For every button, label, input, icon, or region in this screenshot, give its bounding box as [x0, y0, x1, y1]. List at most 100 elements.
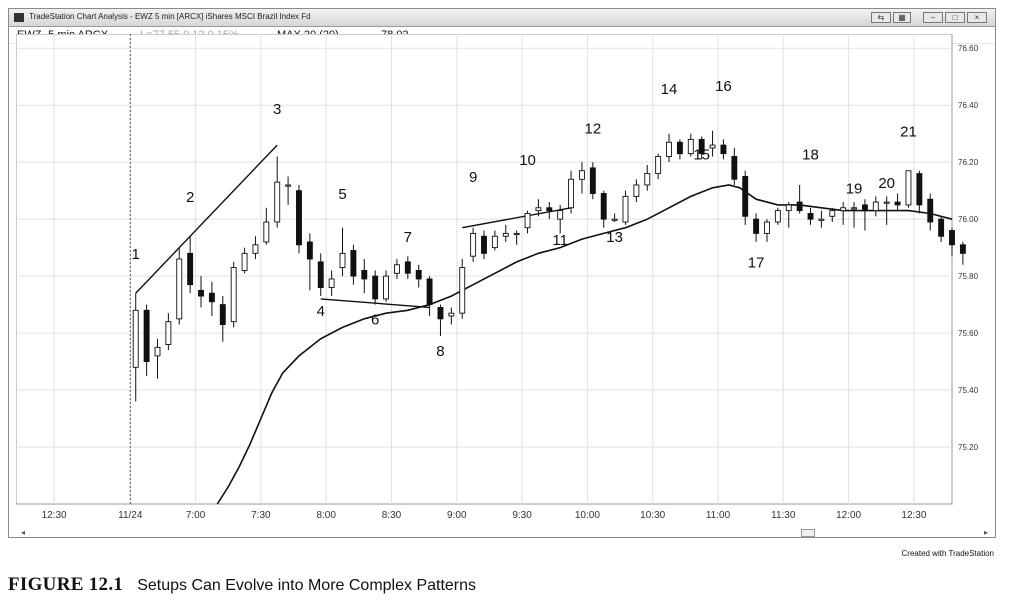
bar-count-label: 15	[693, 146, 710, 163]
candle-body-up	[840, 207, 847, 212]
candle-body-up	[513, 232, 520, 236]
candle-body-up	[176, 258, 183, 320]
bar-count-label: 2	[186, 189, 194, 206]
bar-count-label: 3	[273, 101, 281, 118]
candle-body-up	[535, 207, 542, 212]
candle-body-up	[883, 201, 890, 204]
bar-count-label: 18	[802, 146, 819, 163]
candle-body-down	[350, 250, 357, 277]
bar-count-label: 4	[317, 303, 325, 320]
close-button[interactable]: ×	[967, 12, 987, 23]
bar-count-label: 6	[371, 312, 379, 329]
candle-body-down	[481, 235, 487, 254]
candle-body-down	[916, 173, 923, 206]
candle-body-down	[676, 141, 683, 155]
y-tick-label: 75.60	[958, 329, 979, 338]
candle-body-down	[796, 201, 803, 212]
ema-line	[216, 184, 953, 505]
candle-body-down	[731, 156, 738, 180]
bar-count-label: 13	[606, 229, 623, 246]
link-icon[interactable]: ⇆	[871, 12, 891, 23]
x-tick-label: 7:30	[251, 510, 271, 521]
candle-body-up	[241, 252, 248, 271]
candle-body-up	[655, 156, 662, 175]
candle-body-up	[829, 210, 836, 217]
maximize-button[interactable]: □	[945, 12, 965, 23]
candle-body-down	[426, 278, 433, 306]
candle-body-up	[709, 144, 716, 149]
candle-body-down	[437, 307, 444, 320]
bar-count-label: 16	[715, 78, 732, 95]
app-icon	[14, 13, 24, 22]
trendline	[135, 144, 278, 294]
x-tick-label: 8:00	[316, 510, 336, 521]
candle-body-up	[285, 184, 292, 187]
x-tick-label: 11/24	[118, 510, 143, 521]
candle-body-down	[404, 261, 411, 274]
minimize-button[interactable]: –	[923, 12, 943, 23]
candle-body-up	[633, 184, 640, 197]
candle-body-up	[132, 309, 139, 368]
bar-count-label: 10	[519, 152, 536, 169]
candle-body-up	[524, 213, 531, 229]
candle-body-up	[339, 252, 346, 269]
bar-count-label: 12	[584, 121, 601, 138]
candle-body-up	[557, 210, 564, 220]
candle-body-down	[589, 167, 596, 194]
x-tick-label: 11:00	[706, 510, 731, 521]
candle-body-down	[600, 193, 607, 220]
bar-count-label: 17	[748, 255, 765, 272]
candle-body-up	[851, 207, 857, 210]
bar-count-label: 14	[661, 81, 678, 98]
candle-body-down	[959, 244, 966, 254]
candle-body-up	[383, 275, 389, 300]
caption-label: FIGURE 12.1	[8, 574, 124, 595]
x-tick-label: 11:30	[771, 510, 796, 521]
candle-body-up	[459, 267, 466, 314]
candle-body-down	[198, 289, 204, 297]
candle-body-down	[361, 269, 368, 280]
y-tick-label: 76.60	[958, 44, 979, 53]
scroll-right-icon[interactable]: ▸	[984, 528, 989, 537]
x-tick-label: 10:00	[575, 510, 600, 521]
candle-body-up	[785, 204, 792, 212]
candle-body-up	[230, 267, 237, 323]
candle-body-up	[622, 195, 629, 223]
y-tick-label: 76.20	[958, 158, 979, 167]
candle-body-up	[154, 346, 161, 357]
x-tick-label: 8:30	[382, 510, 402, 521]
candle-body-up	[687, 138, 694, 155]
scroll-left-icon[interactable]: ◂	[21, 528, 26, 537]
candle-body-up	[263, 221, 270, 243]
scrollbar-thumb[interactable]	[801, 529, 815, 537]
y-tick-label: 76.00	[958, 215, 979, 224]
candle-body-up	[448, 312, 455, 317]
price-chart[interactable]: 12:30 11/24 7:00 7:30 8:00 8:30 9:00 9:30 10:00 1…	[16, 34, 991, 524]
candle-body-down	[546, 207, 553, 212]
y-tick-label: 75.20	[958, 443, 979, 452]
grid-icon[interactable]: ▦	[893, 12, 911, 23]
bar-count-label: 7	[404, 229, 412, 246]
candle-body-up	[502, 232, 509, 237]
figure-caption: FIGURE 12.1 Setups Can Evolve into More C…	[8, 574, 476, 596]
x-tick-label: 12:00	[836, 510, 861, 521]
candle-body-up	[764, 221, 770, 234]
credit-text: Created with TradeStation	[901, 549, 995, 558]
candle-body-up	[905, 170, 912, 206]
candle-body-up	[491, 235, 498, 249]
candle-body-down	[698, 138, 705, 155]
candle-body-up	[666, 141, 672, 157]
window-title: TradeStation Chart Analysis - EWZ 5 min …	[29, 12, 311, 21]
candle-body-down	[187, 252, 194, 286]
x-tick-label: 12:30	[901, 510, 926, 521]
candle-body-down	[372, 275, 379, 300]
y-tick-label: 76.40	[958, 101, 979, 110]
x-tick-label: 9:30	[512, 510, 532, 521]
trendline	[462, 207, 572, 229]
bar-count-label: 1	[132, 246, 140, 263]
plot-area	[16, 34, 953, 505]
bar-count-label: 20	[878, 175, 895, 192]
caption-text: Setups Can Evolve into More Complex Patt…	[137, 577, 477, 594]
candle-body-down	[720, 144, 727, 155]
candle-body-down	[861, 204, 868, 212]
